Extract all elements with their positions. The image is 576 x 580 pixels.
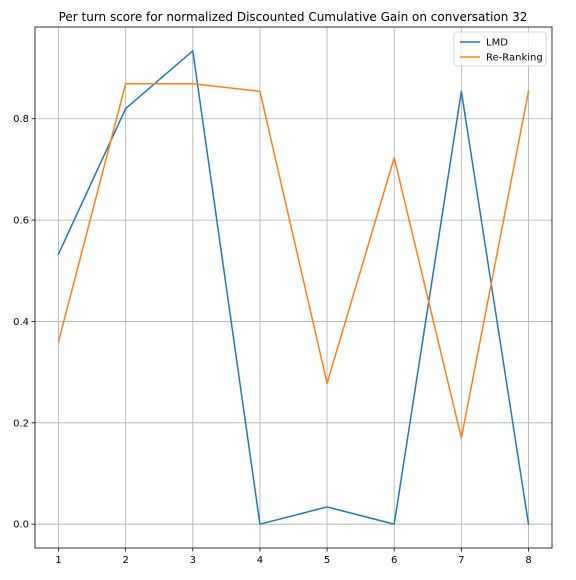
x-tick-label: 1 bbox=[55, 555, 61, 566]
x-tick-label: 7 bbox=[458, 555, 464, 566]
legend: LMD Re-Ranking bbox=[454, 32, 546, 66]
series-line-re-ranking bbox=[59, 84, 529, 438]
series-line-lmd bbox=[59, 51, 529, 524]
y-tick-label: 0.6 bbox=[13, 216, 29, 227]
legend-label: LMD bbox=[486, 38, 508, 49]
legend-label: Re-Ranking bbox=[486, 53, 543, 64]
y-tick-label: 0.0 bbox=[13, 520, 29, 531]
x-tick-label: 6 bbox=[391, 555, 397, 566]
chart-title: Per turn score for normalized Discounted… bbox=[59, 10, 528, 24]
plot-area-frame bbox=[35, 27, 552, 548]
grid-lines bbox=[35, 27, 552, 548]
axes: 1 2 3 4 5 6 7 8 0.0 0.2 0.4 0.6 0.8 bbox=[13, 114, 532, 566]
x-tick-label: 3 bbox=[190, 555, 196, 566]
x-tick-label: 2 bbox=[122, 555, 128, 566]
y-tick-label: 0.4 bbox=[13, 317, 29, 328]
x-tick-label: 8 bbox=[525, 555, 531, 566]
y-tick-label: 0.2 bbox=[13, 418, 29, 429]
x-tick-label: 5 bbox=[324, 555, 330, 566]
y-tick-label: 0.8 bbox=[13, 114, 29, 125]
x-tick-label: 4 bbox=[257, 555, 263, 566]
series-lines bbox=[58, 51, 528, 524]
